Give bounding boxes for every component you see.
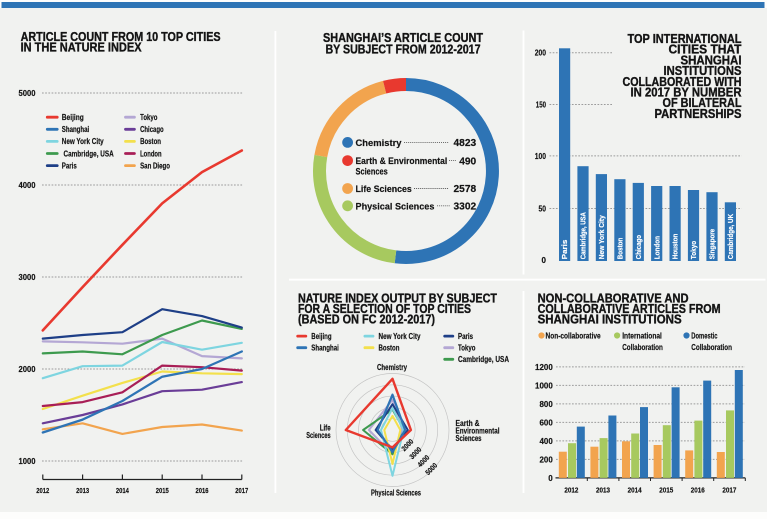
svg-text:2000: 2000 [19,365,37,374]
svg-text:3000: 3000 [19,273,37,282]
svg-text:FOR A SELECTION OF TOP CITIES: FOR A SELECTION OF TOP CITIES [298,302,471,316]
svg-text:NATURE INDEX OUTPUT BY SUBJECT: NATURE INDEX OUTPUT BY SUBJECT [298,292,497,306]
svg-text:(BASED ON FC 2012-2017): (BASED ON FC 2012-2017) [298,313,435,327]
svg-text:2016: 2016 [196,486,209,495]
svg-text:OF BILATERAL: OF BILATERAL [663,96,742,110]
svg-text:Tokyo: Tokyo [458,344,476,353]
svg-text:1000: 1000 [19,457,37,466]
svg-text:Paris: Paris [560,240,569,260]
svg-text:London: London [652,236,661,259]
svg-text:2015: 2015 [156,486,169,495]
svg-text:Singapore: Singapore [708,229,717,259]
svg-text:Shanghai: Shanghai [62,125,89,134]
svg-text:SHANGHAI: SHANGHAI [681,53,742,67]
svg-text:Earth &: Earth & [456,419,480,428]
svg-text:800: 800 [540,400,554,409]
svg-text:1000: 1000 [535,381,553,390]
svg-text:New York City: New York City [379,332,422,341]
svg-text:4823: 4823 [454,138,477,149]
svg-text:Physical Sciences: Physical Sciences [356,201,435,212]
svg-text:2014: 2014 [628,485,643,494]
svg-text:ARTICLE COUNT FROM 10 TOP CITI: ARTICLE COUNT FROM 10 TOP CITIES [21,30,221,44]
svg-text:Beijing: Beijing [62,113,84,122]
svg-text:Boston: Boston [140,137,161,146]
svg-text:Cambridge, USA: Cambridge, USA [64,149,114,158]
svg-text:New York City: New York City [62,137,104,146]
svg-text:2578: 2578 [454,184,477,195]
svg-text:INSTITUTIONS: INSTITUTIONS [664,64,742,78]
svg-text:COLLABORATED WITH: COLLABORATED WITH [623,75,742,89]
svg-text:2012: 2012 [36,486,49,495]
svg-text:SHANGHAI INSTITUTIONS: SHANGHAI INSTITUTIONS [538,313,682,327]
svg-text:Chicago: Chicago [634,234,643,259]
svg-text:Cambridge, USA: Cambridge, USA [579,212,588,259]
svg-text:San Diego: San Diego [140,161,170,170]
svg-text:100: 100 [535,152,547,161]
svg-text:Cambridge, UK: Cambridge, UK [726,213,735,259]
svg-text:400: 400 [540,437,554,446]
svg-text:5000: 5000 [19,89,37,98]
svg-text:BY SUBJECT FROM 2012-2017: BY SUBJECT FROM 2012-2017 [326,42,481,56]
svg-text:2017: 2017 [235,486,248,495]
svg-text:200: 200 [540,455,554,464]
svg-text:Paris: Paris [458,332,474,341]
svg-text:1200: 1200 [535,363,553,372]
svg-text:Cambridge, USA: Cambridge, USA [458,355,509,364]
svg-text:Tokyo: Tokyo [689,240,698,259]
svg-text:Earth & Environmental: Earth & Environmental [356,156,448,167]
svg-text:2012: 2012 [564,485,578,494]
svg-text:Life: Life [320,424,332,433]
svg-text:Sciences: Sciences [456,434,483,443]
svg-text:150: 150 [536,100,547,109]
svg-text:2013: 2013 [596,485,610,494]
svg-text:New York City: New York City [597,215,606,259]
svg-text:Chicago: Chicago [140,125,164,134]
svg-text:Shanghai: Shanghai [311,344,339,353]
svg-text:Boston: Boston [616,238,625,260]
svg-text:Tokyo: Tokyo [140,113,157,122]
svg-text:IN 2017 BY NUMBER: IN 2017 BY NUMBER [631,86,742,100]
svg-text:NON-COLLABORATIVE AND: NON-COLLABORATIVE AND [538,292,689,306]
svg-text:200: 200 [535,49,547,58]
svg-text:Sciences: Sciences [306,431,331,440]
svg-text:2016: 2016 [691,485,705,494]
svg-text:2013: 2013 [76,486,89,495]
svg-text:COLLABORATIVE ARTICLES FROM: COLLABORATIVE ARTICLES FROM [538,302,721,316]
svg-text:CITIES THAT: CITIES THAT [669,43,742,57]
svg-text:Collaboration: Collaboration [691,343,732,352]
svg-text:SHANGHAI’S ARTICLE COUNT: SHANGHAI’S ARTICLE COUNT [323,31,483,45]
svg-text:Non-collaborative: Non-collaborative [546,331,602,340]
svg-text:0: 0 [548,474,553,483]
svg-text:Paris: Paris [62,161,78,170]
svg-text:50: 50 [539,204,547,213]
svg-text:London: London [140,149,162,158]
svg-text:2014: 2014 [116,486,130,495]
svg-text:Beijing: Beijing [311,332,331,341]
svg-text:Physical Sciences: Physical Sciences [371,489,421,498]
svg-text:3302: 3302 [454,202,477,213]
svg-text:Chemistry: Chemistry [377,363,408,372]
svg-text:4000: 4000 [19,181,37,190]
svg-text:Collaboration: Collaboration [622,343,663,352]
svg-text:Environmental: Environmental [456,427,500,436]
svg-text:PARTNERSHIPS: PARTNERSHIPS [655,107,742,121]
svg-text:Life Sciences: Life Sciences [356,184,412,195]
svg-text:2015: 2015 [659,485,673,494]
svg-text:Chemistry: Chemistry [356,138,403,149]
svg-text:TOP INTERNATIONAL: TOP INTERNATIONAL [628,32,742,46]
svg-text:Boston: Boston [379,344,400,353]
svg-text:International: International [622,331,662,340]
svg-text:IN THE NATURE INDEX: IN THE NATURE INDEX [21,40,143,54]
svg-text:Domestic: Domestic [691,331,718,340]
svg-text:2017: 2017 [722,485,736,494]
svg-text:Houston: Houston [671,234,680,260]
svg-text:490: 490 [459,156,476,167]
svg-text:600: 600 [540,418,554,427]
svg-text:0: 0 [542,256,547,265]
svg-text:Sciences: Sciences [356,167,388,178]
